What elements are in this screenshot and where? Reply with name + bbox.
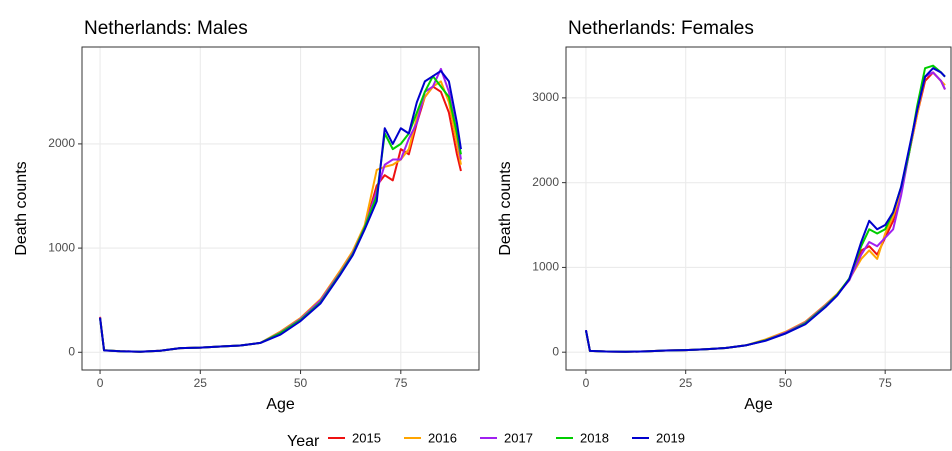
y-tick-label: 0 — [68, 344, 75, 358]
legend-label: 2017 — [504, 430, 533, 445]
chart-title: Netherlands: Males — [84, 18, 248, 39]
x-tick-label: 25 — [679, 376, 693, 390]
x-tick-label: 75 — [394, 376, 408, 390]
series-line — [584, 67, 946, 353]
x-axis-title: Age — [744, 396, 773, 413]
y-tick-label: 1000 — [48, 240, 75, 254]
plot-border — [81, 46, 480, 371]
x-tick-label: 75 — [878, 376, 892, 390]
y-tick-label: 2000 — [532, 175, 559, 189]
y-tick-label: 0 — [552, 344, 559, 358]
series-line — [99, 69, 462, 353]
plot-background — [566, 47, 951, 370]
legend-label: 2018 — [580, 430, 609, 445]
y-tick-label: 3000 — [532, 90, 559, 104]
legend-label: 2015 — [352, 430, 381, 445]
y-axis-title: Death counts — [497, 161, 514, 255]
legend-title: Year — [287, 433, 320, 450]
y-axis-title: Death counts — [13, 161, 30, 255]
x-axis-title: Age — [266, 396, 295, 413]
legend-label: 2016 — [428, 430, 457, 445]
x-tick-label: 0 — [583, 376, 590, 390]
plot-background — [82, 47, 479, 370]
y-tick-label: 2000 — [48, 136, 75, 150]
x-tick-label: 50 — [294, 376, 308, 390]
plot-border — [565, 46, 952, 371]
x-tick-label: 0 — [97, 376, 104, 390]
x-tick-label: 50 — [779, 376, 793, 390]
x-tick-label: 25 — [194, 376, 208, 390]
y-tick-label: 1000 — [532, 260, 559, 274]
legend-label: 2019 — [656, 430, 685, 445]
chart-title: Netherlands: Females — [568, 18, 754, 39]
